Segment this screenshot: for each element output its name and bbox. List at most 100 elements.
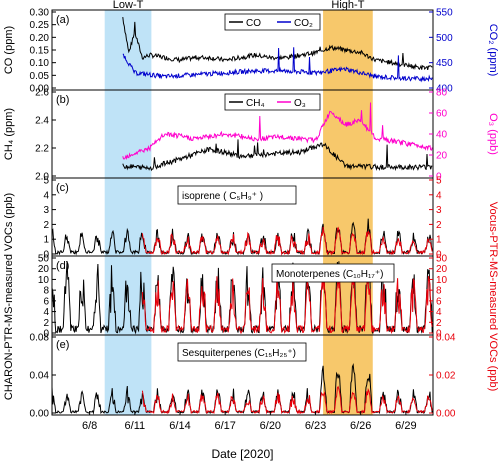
left-tick-label: 0 bbox=[43, 329, 49, 340]
x-tick-label: 6/26 bbox=[350, 420, 371, 432]
left-tick-label: 2.4 bbox=[35, 116, 49, 127]
right-tick-label: 1 bbox=[436, 235, 442, 246]
right-tick-label: 3 bbox=[436, 205, 442, 216]
right-tick-label: 20 bbox=[436, 264, 448, 275]
left-tick-label: 2 bbox=[43, 318, 49, 329]
left-tick-label: 2 bbox=[43, 220, 49, 231]
panel-tag: (e) bbox=[56, 339, 69, 351]
right-tick-label: 8 bbox=[436, 286, 442, 297]
left-axis-label: CO (ppm) bbox=[3, 26, 15, 74]
left-tick-label: 0.05 bbox=[30, 71, 50, 82]
x-axis-label: Date [2020] bbox=[211, 447, 273, 461]
right-tick-label: 0.04 bbox=[436, 333, 456, 344]
legend-label: CH₄ bbox=[246, 98, 265, 109]
left-tick-label: 1 bbox=[43, 235, 49, 246]
left-tick-label: 0.00 bbox=[30, 84, 50, 95]
right-tick-label: 2 bbox=[436, 220, 442, 231]
left-tick-label: 20 bbox=[38, 264, 50, 275]
left-tick-label: 10 bbox=[38, 275, 50, 286]
panel-tag: (a) bbox=[56, 14, 69, 26]
right-tick-label: 5 bbox=[436, 176, 442, 187]
left-tick-label: 5 bbox=[43, 176, 49, 187]
right-tick-label: 80 bbox=[436, 88, 448, 99]
legend-label: CO₂ bbox=[294, 18, 313, 29]
right-tick-label: 6 bbox=[436, 296, 442, 307]
x-tick-label: 6/17 bbox=[214, 420, 235, 432]
series-b-ch- bbox=[122, 139, 433, 172]
x-tick-label: 6/20 bbox=[260, 420, 281, 432]
panel-tag: (b) bbox=[56, 94, 69, 106]
panel-label-box bbox=[177, 342, 307, 362]
shaded-period-1 bbox=[323, 10, 373, 415]
panel-label-box bbox=[177, 185, 297, 205]
right-tick-label: 400 bbox=[436, 84, 453, 95]
left-tick-label: 0.15 bbox=[30, 46, 50, 57]
panel-e: (e) 0.00 0.04 0.08 0.00 0.02 0.04 Sesquiterpene… bbox=[30, 333, 456, 420]
right-tick-label: 50 bbox=[436, 254, 448, 265]
panel-label: Monoterpenes (C₁₀H₁₇⁺) bbox=[276, 269, 383, 280]
right-tick-label: 0 bbox=[436, 172, 442, 183]
panel-tag: (c) bbox=[56, 182, 69, 194]
left-tick-label: 2.2 bbox=[35, 144, 49, 155]
left-tick-label: 4 bbox=[43, 307, 49, 318]
left-tick-label: 0.04 bbox=[30, 371, 50, 382]
right-tick-label: 10 bbox=[436, 275, 448, 286]
panel-a: (a) 0.00 0.05 0.100.15 0.20 0.250.30 400 450 500… bbox=[3, 8, 499, 95]
left-tick-label: 0 bbox=[43, 250, 49, 261]
series-d-vocus bbox=[141, 271, 433, 335]
right-tick-label: 0 bbox=[436, 250, 442, 261]
series-e-vocus bbox=[141, 385, 433, 415]
right-axis-label: O₃ (ppb) bbox=[487, 113, 499, 155]
left-tick-label: 0.10 bbox=[30, 58, 50, 69]
right-tick-label: 0.02 bbox=[436, 371, 456, 382]
x-tick-label: 6/11 bbox=[125, 420, 146, 432]
x-tick-label: 6/8 bbox=[82, 420, 97, 432]
left-tick-label: 0.30 bbox=[30, 8, 50, 19]
shaded-period-label: High-T bbox=[331, 0, 364, 11]
shaded-period-label: Low-T bbox=[113, 0, 144, 11]
legend-label: CO bbox=[246, 18, 261, 29]
shaded-periods: Low-T High-T bbox=[104, 0, 373, 415]
panel-c: (c) 0 1 2 3 4 5 0 1 2 3 4 5 isoprene ( C₅H₉⁺ ) bbox=[43, 176, 442, 261]
left-shared-axis-label: CHARON-PTR-MS-measured VOCs (ppb) bbox=[3, 193, 15, 400]
x-tick-label: 6/14 bbox=[169, 420, 190, 432]
right-tick-label: 0 bbox=[436, 329, 442, 340]
right-tick-label: 500 bbox=[436, 33, 453, 44]
left-tick-label: 0.20 bbox=[30, 33, 50, 44]
right-tick-label: 20 bbox=[436, 151, 448, 162]
left-tick-label: 4 bbox=[43, 190, 49, 201]
left-tick-label: 6 bbox=[43, 296, 49, 307]
left-axis-label: CH₄ (ppm) bbox=[3, 108, 15, 160]
legend-box bbox=[224, 93, 321, 111]
series-a-co- bbox=[122, 47, 433, 83]
left-tick-label: 8 bbox=[43, 286, 49, 297]
panel-label: isoprene ( C₅H₉⁺ ) bbox=[182, 191, 263, 202]
panel-label-box bbox=[271, 263, 395, 283]
panel-tag: (d) bbox=[56, 260, 69, 272]
right-axis-label: CO₂ (ppm) bbox=[487, 24, 499, 77]
right-tick-label: 40 bbox=[436, 130, 448, 141]
series-a-co bbox=[122, 17, 433, 71]
left-tick-label: 3 bbox=[43, 205, 49, 216]
series-c-vocus bbox=[141, 226, 433, 256]
panels: (a)0.000.050.100.150.200.250.30400450500… bbox=[3, 8, 499, 420]
right-tick-label: 2 bbox=[436, 318, 442, 329]
right-tick-label: 550 bbox=[436, 8, 453, 19]
right-tick-label: 450 bbox=[436, 58, 453, 69]
left-tick-label: 0.25 bbox=[30, 20, 50, 31]
right-tick-label: 4 bbox=[436, 307, 442, 318]
panel-label: Sesquiterpenes (C₁₅H₂₅⁺) bbox=[182, 348, 296, 359]
left-tick-label: 50 bbox=[38, 254, 50, 265]
shaded-period-0 bbox=[104, 10, 152, 415]
legend-box bbox=[224, 13, 321, 31]
left-tick-label: 2.0 bbox=[35, 172, 49, 183]
legend-label: O₃ bbox=[294, 98, 306, 109]
panel-b: (b) 2.0 2.2 2.4 2.6 0 20 40 60 80 CH₄ (ppm) O₃ (ppb… bbox=[3, 88, 499, 183]
x-tick-label: 6/23 bbox=[305, 420, 326, 432]
x-tick-label: 6/29 bbox=[395, 420, 416, 432]
right-shared-axis-label: Vocus-PTR-MS-measured VOCs (ppb) bbox=[487, 202, 499, 392]
right-tick-label: 4 bbox=[436, 190, 442, 201]
left-tick-label: 0.08 bbox=[30, 333, 50, 344]
left-tick-label: 0.00 bbox=[30, 409, 50, 420]
